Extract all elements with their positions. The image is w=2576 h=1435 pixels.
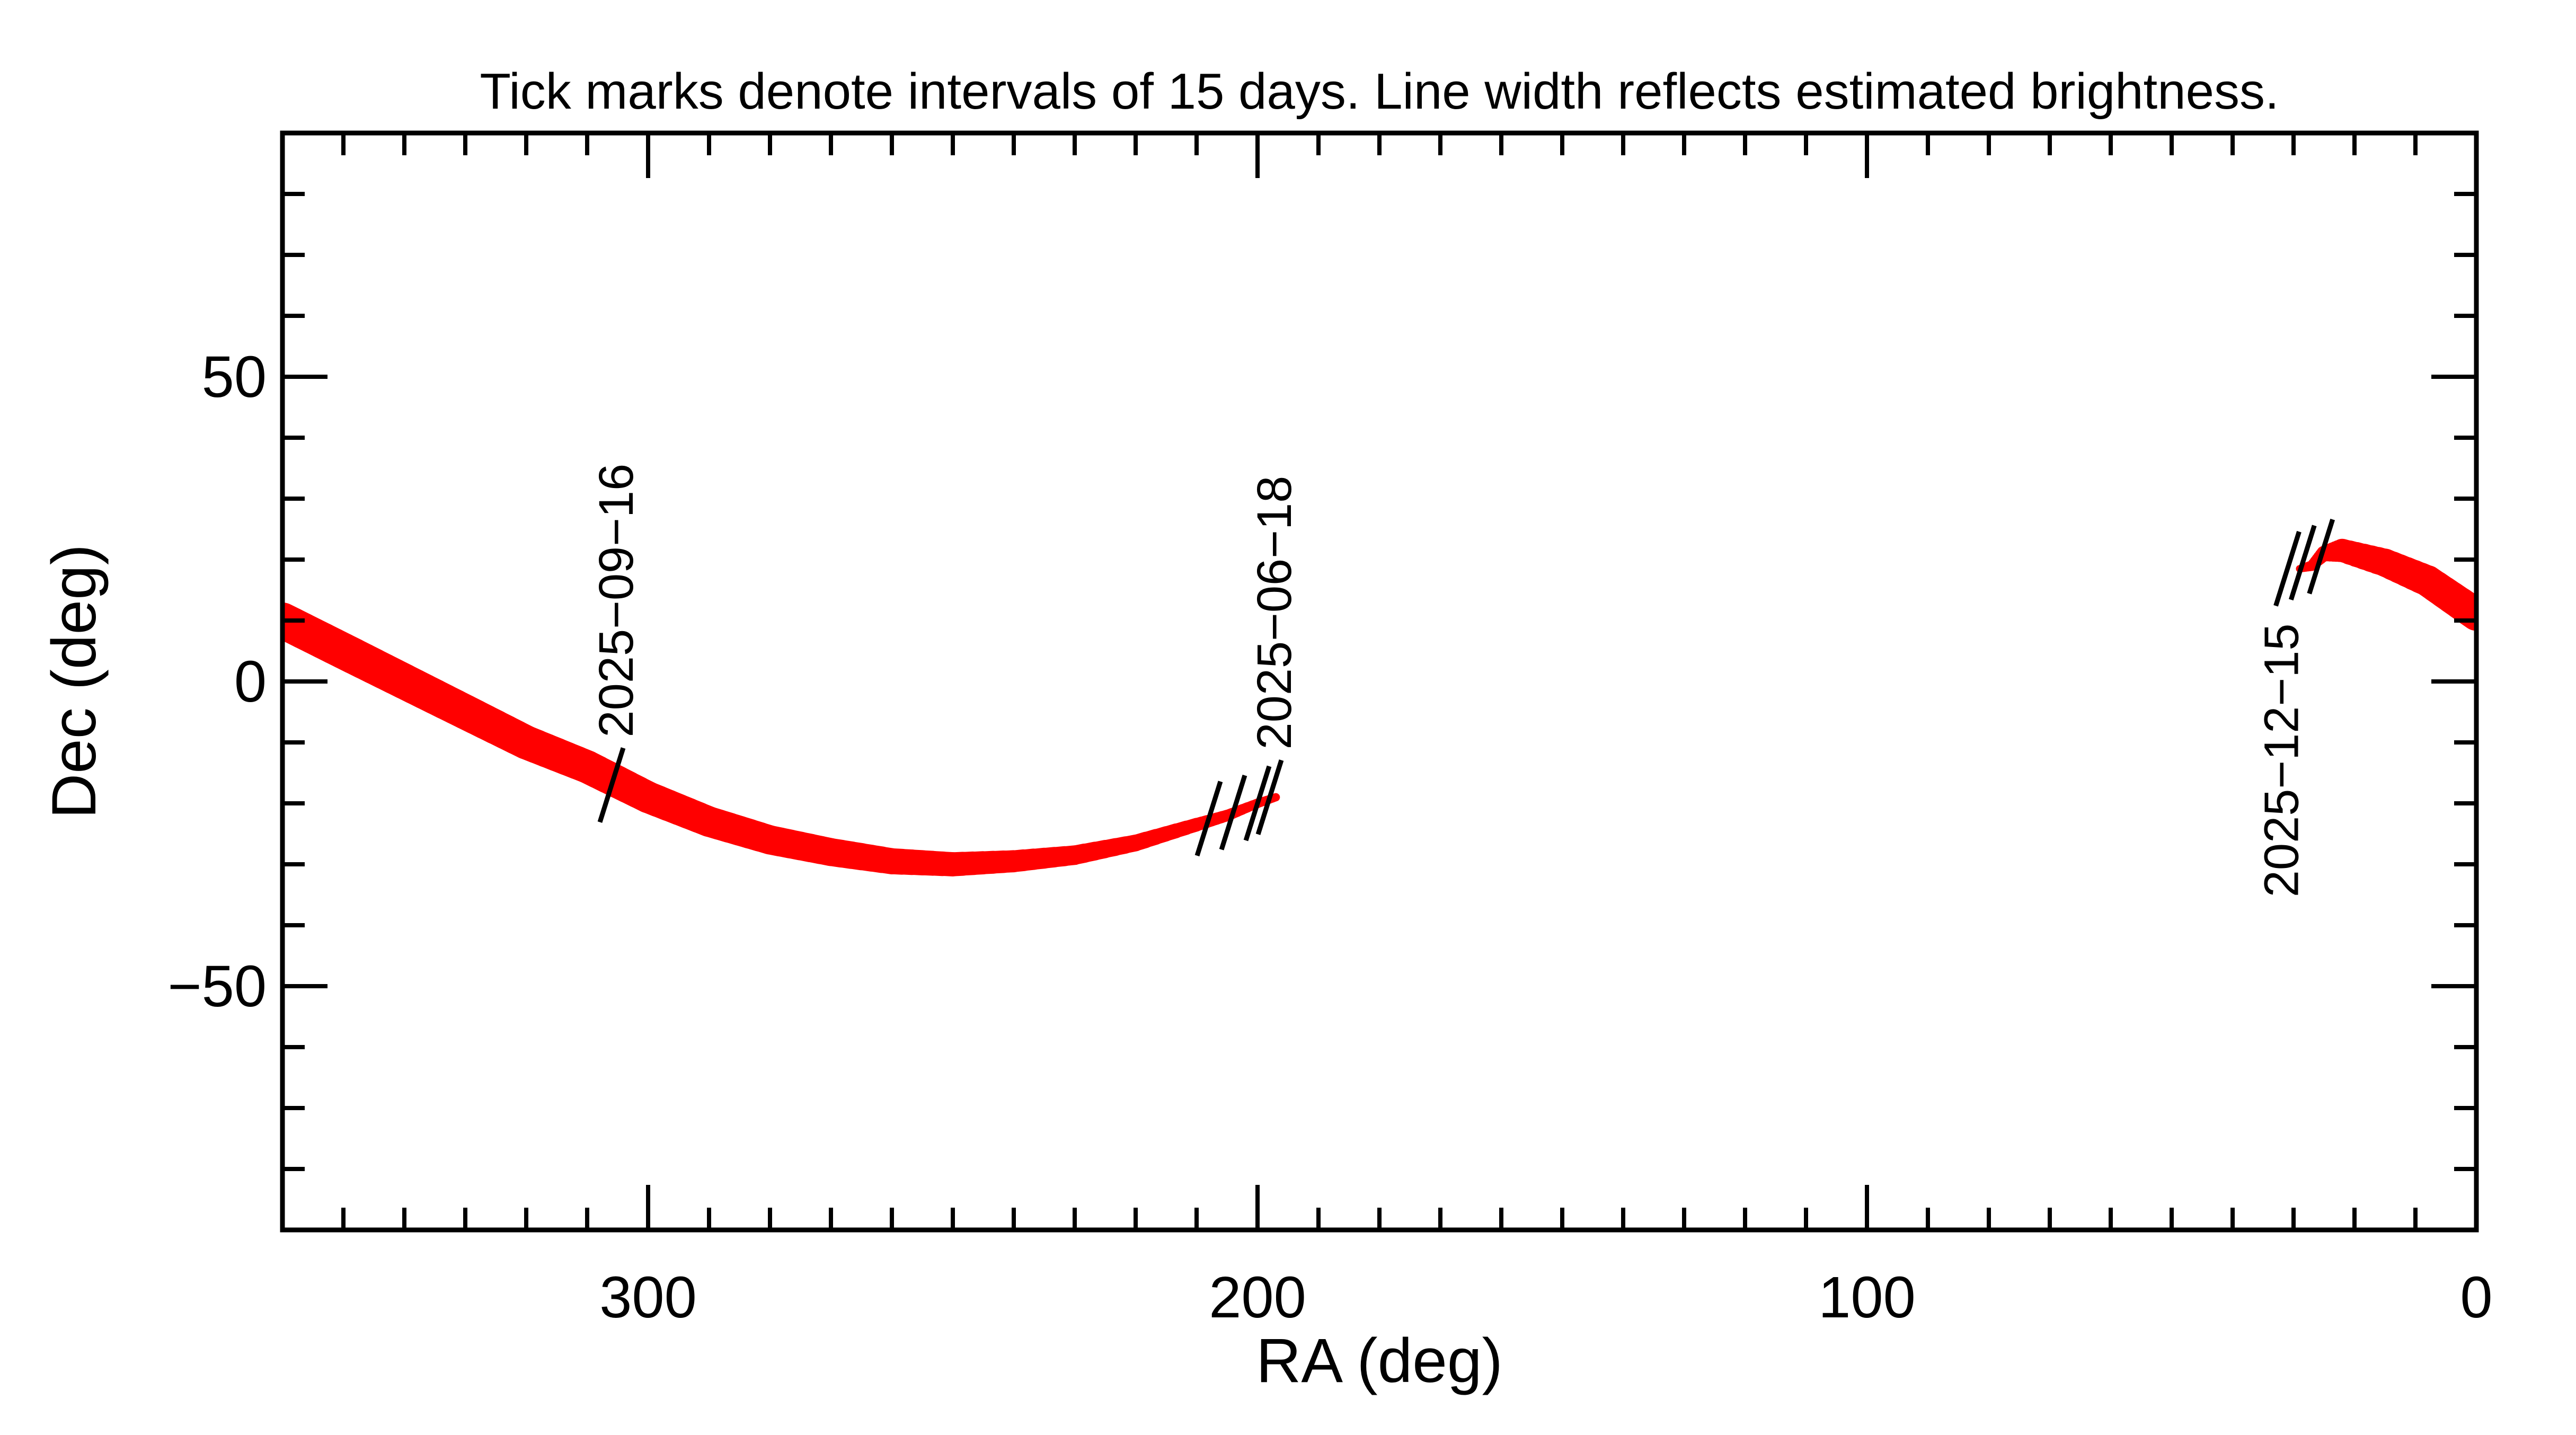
y-tick-label: −50 <box>167 954 267 1019</box>
date-tick-mark <box>1194 781 1223 857</box>
date-tick-mark <box>597 747 626 823</box>
date-tick-mark <box>1243 765 1272 841</box>
date-tick-mark <box>2288 525 2317 601</box>
axes: 300 200 100 0 −50 0 50 <box>167 131 2493 1330</box>
plot-frame <box>280 130 2479 1233</box>
x-tick-label: 100 <box>1818 1265 1916 1330</box>
chart-title: Tick marks denote intervals of 15 days. … <box>480 63 2279 120</box>
x-axis-label: RA (deg) <box>1256 1326 1503 1396</box>
y-tick-label: 0 <box>234 649 267 714</box>
date-tick-label: 2025−12−15 <box>2255 623 2309 897</box>
date-tick-layer: 2025−09−16 2025−06−18 2025−12−15 <box>589 464 2335 897</box>
x-tick-label: 200 <box>1209 1265 1306 1330</box>
y-axis-label: Dec (deg) <box>39 544 109 819</box>
y-tick-label: 50 <box>202 344 267 410</box>
date-tick-label: 2025−09−16 <box>589 464 643 738</box>
date-tick-label: 2025−06−18 <box>1247 476 1302 750</box>
date-tick-mark <box>2273 530 2301 607</box>
date-tick-mark <box>2307 518 2335 595</box>
x-tick-label: 0 <box>2460 1265 2492 1330</box>
date-tick-mark <box>1219 774 1247 851</box>
track-segment-0 <box>1268 793 1280 803</box>
x-tick-label: 300 <box>599 1265 697 1330</box>
track-layer <box>282 538 2476 876</box>
date-tick-mark <box>1255 759 1284 835</box>
